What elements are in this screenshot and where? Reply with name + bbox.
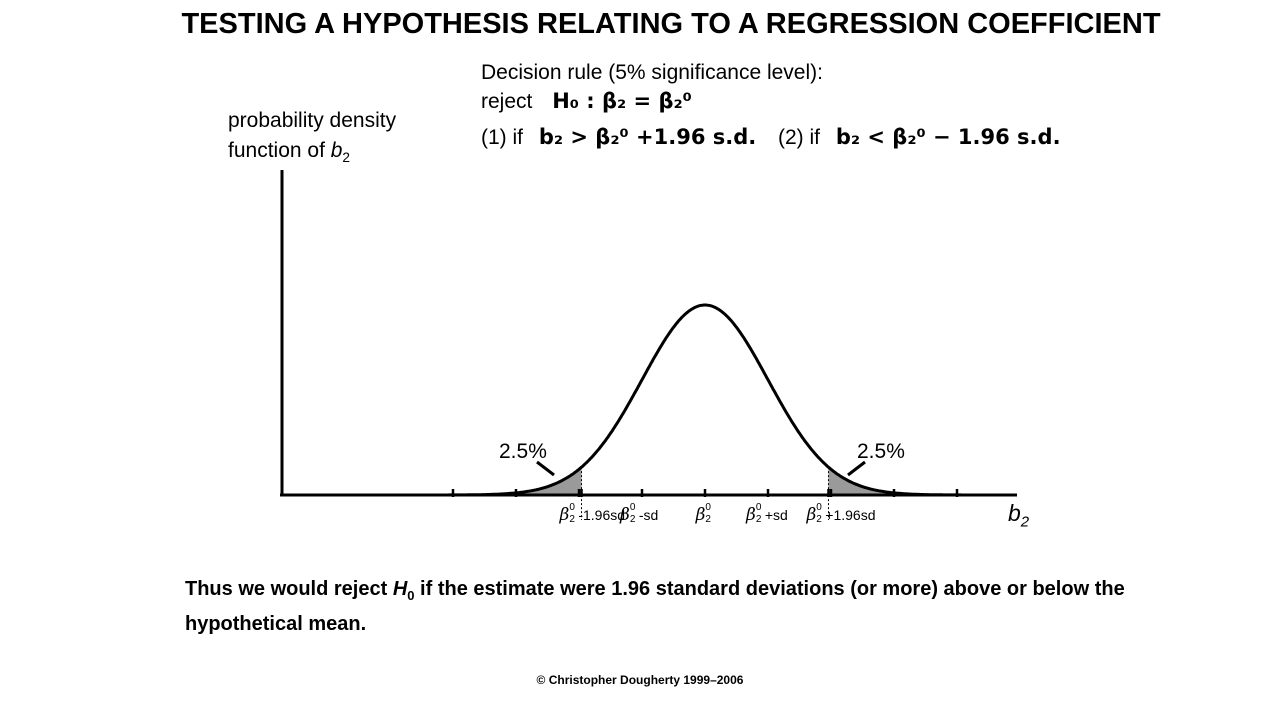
critical-value-lines (581, 467, 829, 520)
tick-label-suffix: +sd (764, 507, 788, 523)
conclusion-h: H (392, 578, 408, 600)
tick-label: β 0 2 -1.96sd (559, 502, 626, 525)
tick-label-beta: β (806, 505, 817, 525)
tick-label: β 0 2 +1.96sd (806, 502, 876, 525)
tick-label: β 0 2 -sd (620, 502, 659, 525)
y-axis-label-sub: 2 (342, 150, 351, 166)
right-tail-pointer (847, 460, 866, 477)
tick-label: β 0 2 +sd (746, 502, 788, 525)
slide-title: TESTING A HYPOTHESIS RELATING TO A REGRE… (181, 8, 1161, 40)
right-tail-percent: 2.5% (857, 440, 905, 463)
conclusion-text: Thus we would reject H0 if the estimate … (185, 575, 1235, 638)
y-axis-label-line2: function of b2 (228, 136, 396, 173)
condition-2-prefix: (2) if (778, 126, 820, 149)
tick-label-beta: β (620, 505, 630, 525)
x-axis-label-sub: 2 (1020, 513, 1030, 531)
y-axis-label-line1: probability density (228, 109, 397, 132)
condition-1-expression: b₂ > β₂⁰ +1.96 s.d. (538, 125, 757, 149)
copyright: © Christopher Dougherty 1999–2006 (536, 673, 744, 687)
reject-word: reject (481, 90, 533, 113)
tick-label-suffix: -1.96sd (578, 507, 626, 523)
density-curve (446, 303, 964, 497)
tick-label-suffix: -sd (638, 507, 659, 523)
decision-rule-heading: Decision rule (5% significance level): (481, 61, 823, 84)
x-axis-label-text: b (1008, 500, 1021, 526)
left-tail-percent: 2.5% (499, 440, 547, 463)
tick-label-beta: β (746, 505, 756, 525)
reject-line: reject H₀ : β₂ = β₂⁰ (481, 86, 692, 117)
condition-1: (1) if b₂ > β₂⁰ +1.96 s.d. (481, 122, 756, 153)
left-tail-pointer (536, 460, 555, 477)
y-axis-label-var: b (330, 139, 343, 162)
conclusion-part1: Thus we would reject (185, 578, 393, 600)
condition-2: (2) if b₂ < β₂⁰ − 1.96 s.d. (778, 122, 1061, 153)
x-axis-label: b2 (1008, 500, 1029, 531)
conclusion-h-sub: 0 (407, 588, 415, 603)
y-axis-label-line2-text: function of b (228, 139, 343, 162)
condition-2-expression: b₂ < β₂⁰ − 1.96 s.d. (835, 125, 1061, 149)
null-hypothesis: H₀ : β₂ = β₂⁰ (552, 89, 692, 113)
y-axis-label: probability density function of b2 (228, 106, 396, 173)
tick-label-suffix: +1.96sd (825, 507, 876, 523)
tick-label-beta: β (559, 505, 570, 525)
condition-1-prefix: (1) if (481, 126, 523, 149)
tick-label-beta: β (695, 505, 706, 525)
conclusion-part2: if the estimate were 1.96 standard devia… (185, 578, 1125, 635)
